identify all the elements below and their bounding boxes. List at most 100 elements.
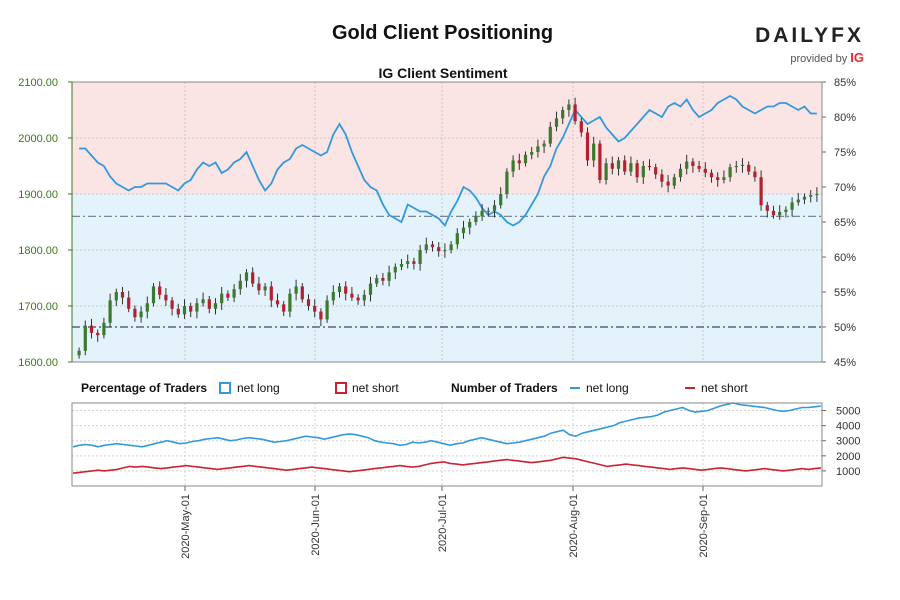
candle-up	[331, 292, 335, 301]
price-tick-label: 1700.00	[18, 301, 58, 313]
candle-up	[809, 195, 813, 197]
candle-down	[517, 160, 521, 164]
traders-tick-label: 4000	[836, 421, 860, 433]
candle-up	[796, 199, 800, 203]
candle-down	[127, 297, 131, 309]
candle-down	[300, 286, 304, 300]
price-tick-label: 2000.00	[18, 133, 58, 145]
candle-up	[238, 280, 242, 290]
traders-net-short-line	[72, 456, 822, 474]
candle-up	[554, 118, 559, 127]
candle-down	[703, 168, 707, 173]
candle-up	[220, 293, 224, 304]
sentiment-tick-label: 70%	[834, 182, 856, 194]
candle-down	[226, 293, 230, 298]
candle-up	[114, 292, 118, 301]
candle-up	[616, 160, 621, 169]
date-tick-label: 2020-Sep-01	[698, 494, 710, 558]
candle-up	[139, 311, 143, 318]
sentiment-tick-label: 50%	[834, 322, 856, 334]
candle-down	[666, 181, 670, 186]
candle-up	[480, 210, 484, 217]
candle-up	[83, 325, 87, 351]
candle-up	[530, 152, 534, 155]
candle-up	[232, 289, 236, 298]
candle-down	[573, 104, 577, 122]
candle-up	[722, 177, 726, 180]
candle-up	[294, 286, 298, 294]
candle-down	[319, 311, 323, 320]
candle-down	[635, 163, 639, 178]
candle-up	[263, 286, 267, 291]
candle-up	[815, 194, 819, 196]
candle-up	[505, 171, 509, 194]
candle-up	[362, 294, 366, 301]
date-tick-label: 2020-Jul-01	[437, 494, 449, 552]
sentiment-net-long-line	[79, 94, 817, 228]
sentiment-tick-label: 80%	[834, 112, 856, 124]
candle-down	[350, 293, 354, 298]
legend-num-short-label: net short	[701, 381, 748, 395]
candle-down	[251, 272, 255, 284]
candle-down	[716, 177, 720, 180]
candle-up	[102, 322, 106, 336]
candle-down	[176, 308, 180, 315]
candle-up	[325, 300, 329, 320]
candle-up	[790, 202, 794, 210]
candle-down	[759, 177, 763, 206]
candle-up	[145, 303, 149, 312]
candle-up	[77, 350, 81, 356]
candle-up	[406, 261, 410, 264]
date-tick-label: 2020-May-01	[180, 494, 192, 559]
chart-title: Gold Client Positioning	[331, 22, 554, 44]
candle-down	[660, 174, 664, 182]
candle-up	[511, 160, 515, 172]
candle-up	[734, 166, 738, 168]
candle-down	[89, 325, 94, 333]
candle-up	[195, 303, 199, 312]
candle-down	[164, 294, 168, 301]
candle-down	[158, 286, 162, 295]
candle-up	[368, 283, 373, 295]
sentiment-tick-label: 75%	[834, 147, 856, 159]
candle-up	[288, 293, 292, 312]
candle-down	[306, 299, 311, 306]
candle-down	[585, 132, 590, 161]
legend-pct-long-label: net long	[237, 381, 280, 395]
candle-up	[728, 167, 732, 178]
candle-up	[474, 216, 478, 222]
candle-down	[437, 247, 441, 252]
legend-pct-short-swatch	[335, 382, 347, 394]
candle-down	[269, 286, 273, 301]
candle-down	[654, 167, 658, 175]
candle-down	[96, 332, 100, 336]
panel-subtitle: IG Client Sentiment	[378, 65, 507, 81]
candle-up	[641, 166, 645, 178]
traders-net-long-line	[72, 402, 822, 448]
dailyfx-logo: DAILYFX provided by IG	[755, 24, 864, 65]
candle-up	[678, 168, 683, 178]
candle-up	[536, 146, 540, 152]
candle-down	[207, 299, 211, 309]
candle-down	[747, 164, 751, 172]
legend-num-title: Number of Traders	[451, 381, 558, 395]
candle-down	[623, 160, 627, 172]
candle-down	[765, 205, 769, 211]
traders-plot-frame	[71, 402, 823, 487]
candle-up	[523, 154, 528, 164]
candle-up	[449, 244, 453, 250]
candle-down	[691, 161, 695, 166]
sentiment-tick-label: 55%	[834, 287, 856, 299]
traders-tick-label: 1000	[836, 466, 860, 478]
candle-up	[387, 272, 391, 281]
candle-down	[344, 286, 348, 294]
candle-down	[753, 171, 757, 178]
candle-down	[381, 278, 385, 281]
date-tick-label: 2020-Aug-01	[568, 494, 580, 558]
sentiment-tick-label: 85%	[834, 77, 856, 89]
candle-down	[647, 166, 652, 168]
candle-up	[418, 250, 422, 264]
traders-tick-label: 3000	[836, 436, 860, 448]
traders-tick-label: 5000	[836, 406, 860, 418]
candle-up	[592, 143, 596, 161]
